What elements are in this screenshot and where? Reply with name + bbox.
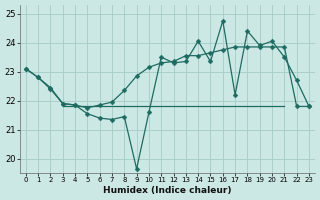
- X-axis label: Humidex (Indice chaleur): Humidex (Indice chaleur): [103, 186, 232, 195]
